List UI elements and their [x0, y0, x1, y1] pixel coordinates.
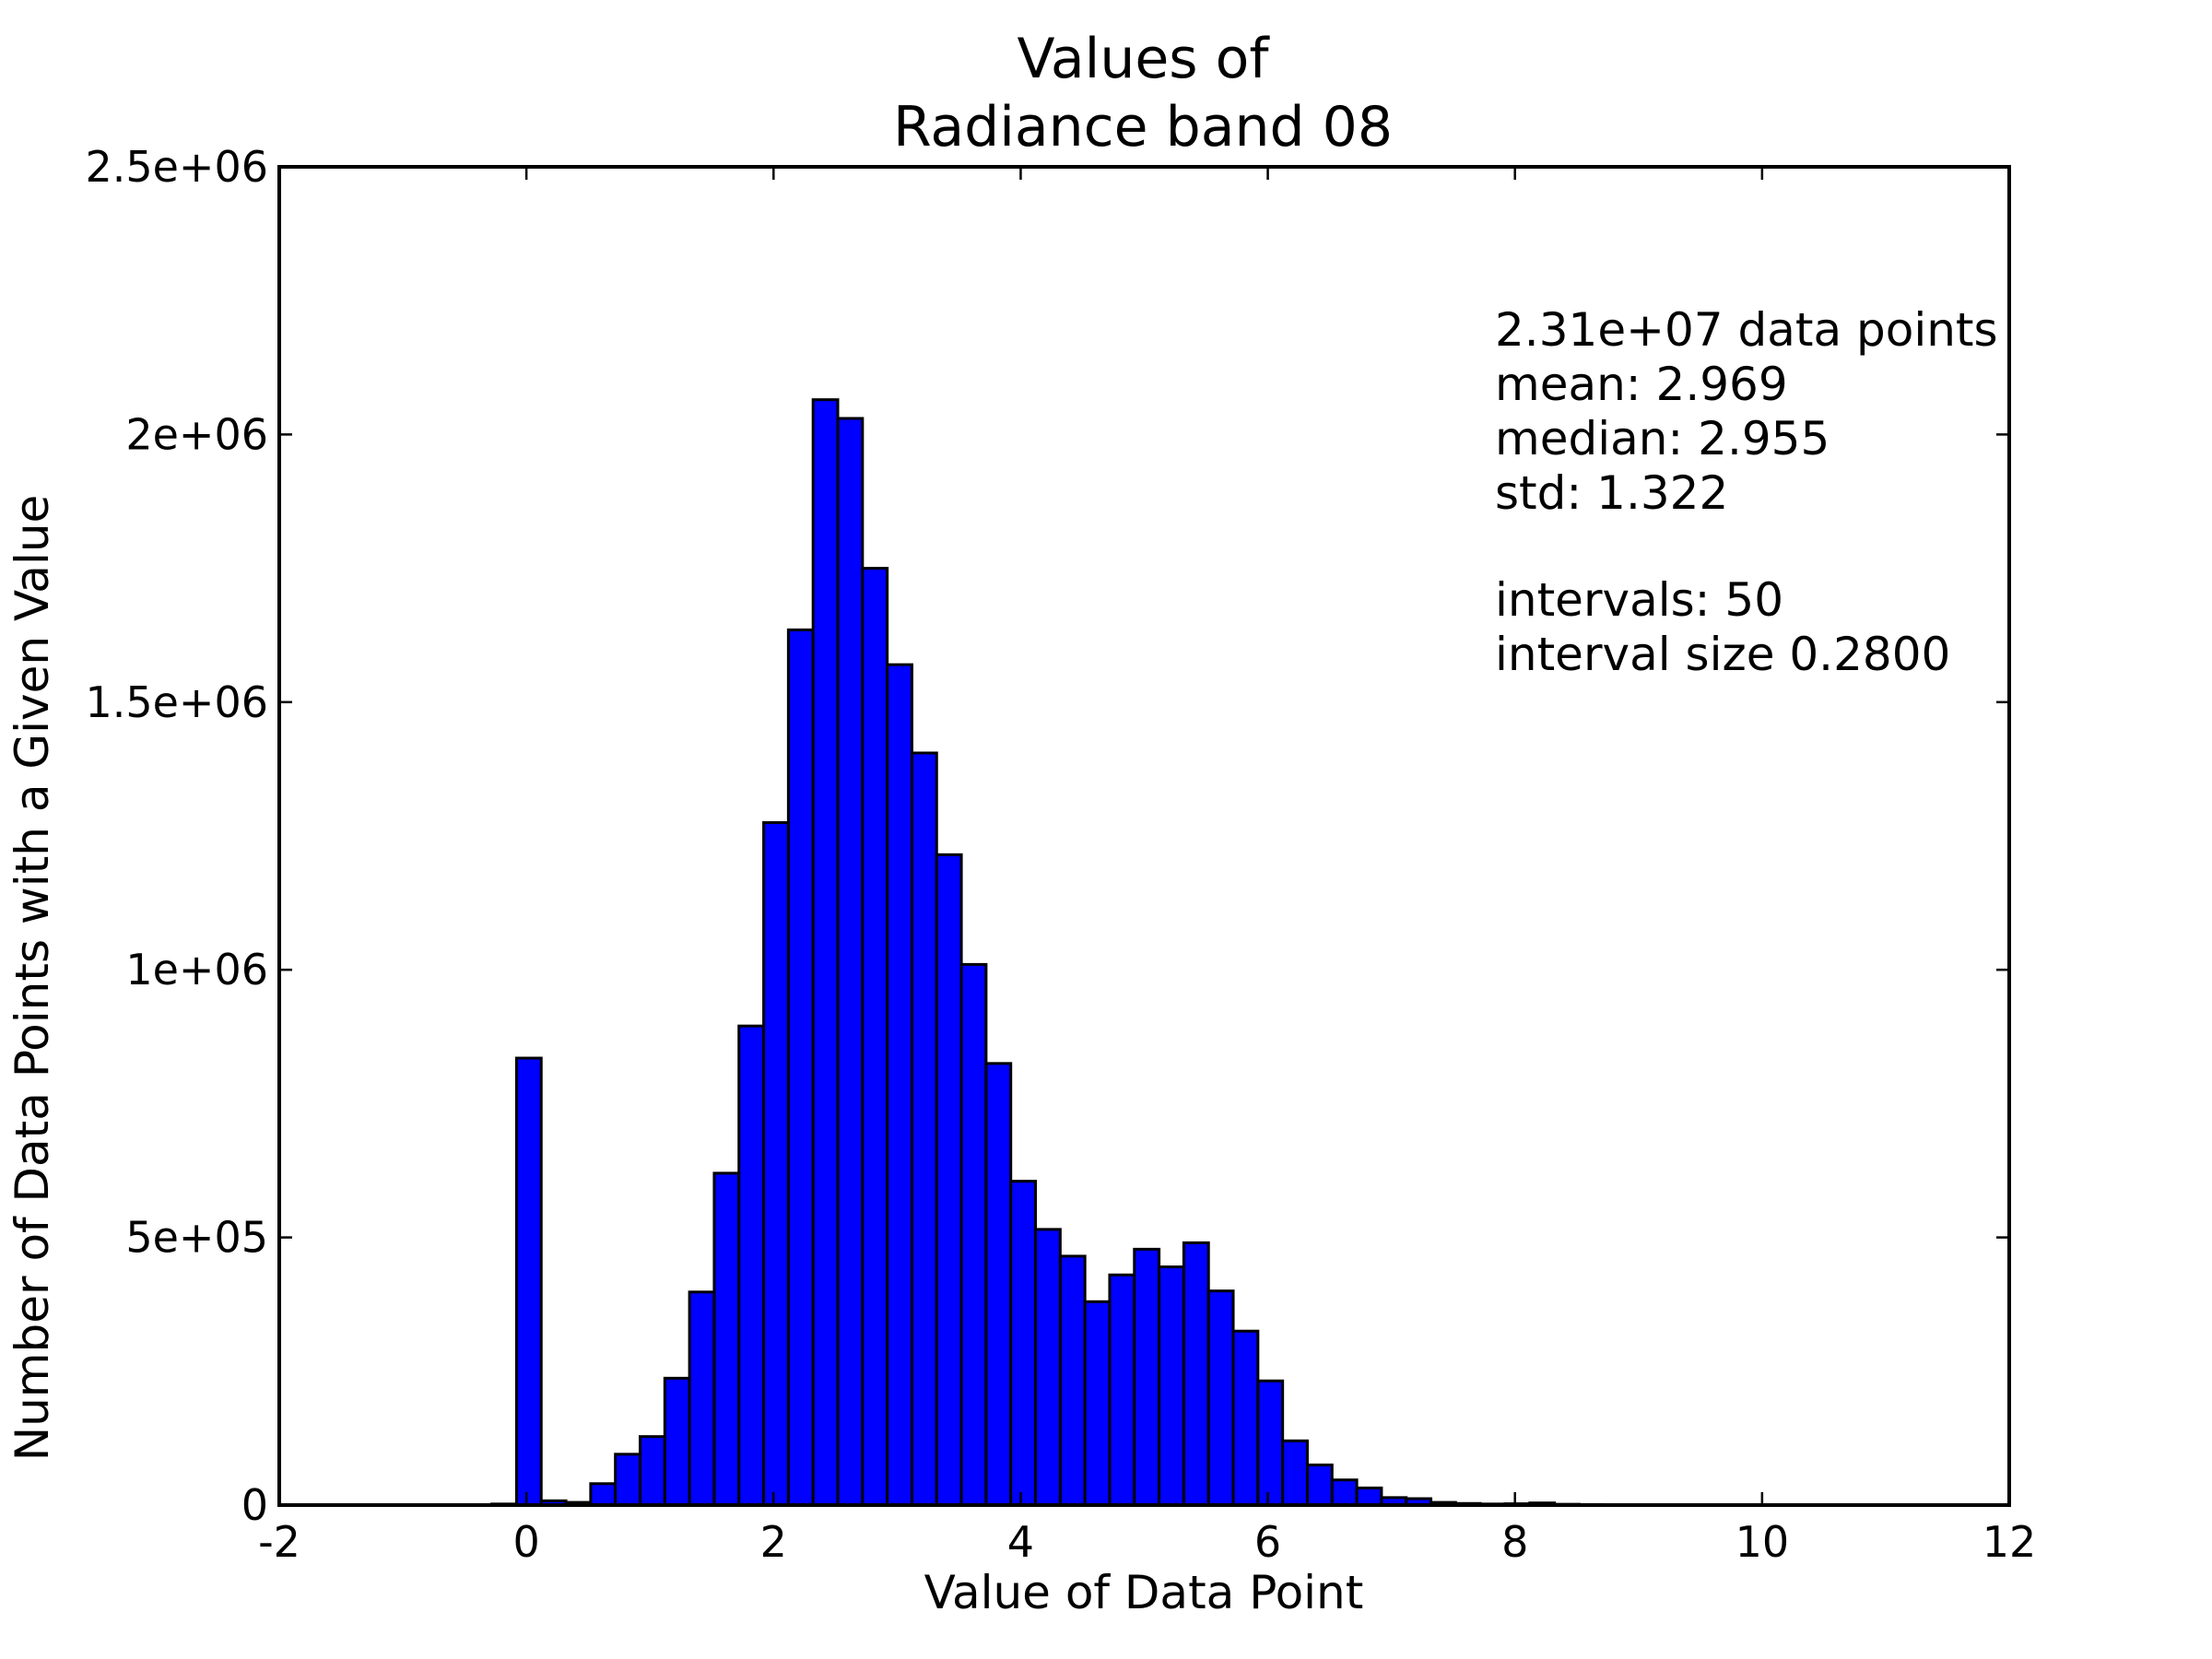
histogram-bar [1305, 1463, 1334, 1507]
histogram-bar [935, 853, 963, 1507]
x-tick-label: 4 [1007, 1517, 1034, 1567]
annotation-mean: mean: 2.969 [1495, 358, 1788, 411]
x-tick-label: -2 [258, 1517, 300, 1567]
histogram-bar [688, 1290, 716, 1507]
histogram-bar [1158, 1265, 1185, 1507]
histogram-bar [1256, 1379, 1285, 1507]
stats-annotation: 2.31e+07 data points mean: 2.969 median:… [1495, 303, 1998, 681]
histogram-bar [984, 1062, 1013, 1507]
histogram-bar [663, 1376, 691, 1507]
histogram-bar [786, 628, 815, 1507]
x-axis-label: Value of Data Point [924, 1566, 1364, 1619]
annotation-interval-size: interval size 0.2800 [1495, 628, 1950, 681]
histogram-bar [1231, 1329, 1260, 1507]
histogram-bar [1034, 1228, 1062, 1507]
histogram-bar [514, 1056, 543, 1507]
histogram-bar [589, 1482, 618, 1507]
histogram-bar [836, 417, 865, 1507]
histogram-bar [811, 398, 840, 1507]
x-tick-label: 2 [760, 1517, 787, 1567]
histogram-bars [490, 398, 1729, 1507]
plot-frame [277, 165, 2011, 1507]
histogram-bar [1281, 1439, 1309, 1507]
histogram-bar [1083, 1300, 1112, 1507]
histogram-bar [959, 962, 988, 1507]
histogram-bar [712, 1171, 741, 1507]
histogram-bar [910, 751, 938, 1507]
histogram-bar [1330, 1478, 1359, 1507]
chart-title-line-2: Radiance band 08 [893, 95, 1393, 159]
histogram-bar [886, 663, 913, 1507]
axis-ticks: -2 0 2 4 6 8 10 1205e+051e+061.5e+062e+062.5e+0… [85, 142, 2036, 1567]
annotation-std: std: 1.322 [1495, 466, 1728, 520]
y-tick-label: 2.5e+06 [85, 142, 268, 192]
x-tick-label: 0 [513, 1517, 540, 1567]
histogram-bar [1355, 1486, 1383, 1507]
annotation-median: median: 2.955 [1495, 412, 1830, 465]
x-tick-label: 6 [1254, 1517, 1281, 1567]
x-tick-label: 8 [1501, 1517, 1528, 1567]
histogram-bar [1009, 1180, 1038, 1507]
y-axis-label: Number of Data Points with a Given Value [6, 495, 59, 1462]
histogram-bar [1108, 1273, 1136, 1507]
histogram-bar [1058, 1254, 1087, 1507]
y-tick-label: 1.5e+06 [85, 677, 268, 727]
histogram-bar [1182, 1241, 1210, 1507]
annotation-data-points: 2.31e+07 data points [1495, 303, 1998, 357]
histogram-bar [614, 1453, 641, 1507]
x-tick-label: 10 [1735, 1517, 1790, 1567]
y-tick-label: 2e+06 [125, 409, 268, 459]
x-tick-label: 12 [1983, 1517, 2037, 1567]
y-tick-label: 1e+06 [125, 945, 268, 994]
histogram-bar [737, 1024, 766, 1507]
histogram-bar [861, 567, 889, 1507]
y-tick-label: 0 [241, 1480, 268, 1530]
annotation-intervals: intervals: 50 [1495, 573, 1783, 627]
y-tick-label: 5e+05 [125, 1213, 268, 1263]
histogram-bar [638, 1435, 666, 1507]
histogram-bar [762, 820, 790, 1507]
histogram-bar [1133, 1247, 1161, 1507]
histogram-bar [1206, 1289, 1235, 1507]
chart-title-line-1: Values of [1018, 27, 1271, 91]
